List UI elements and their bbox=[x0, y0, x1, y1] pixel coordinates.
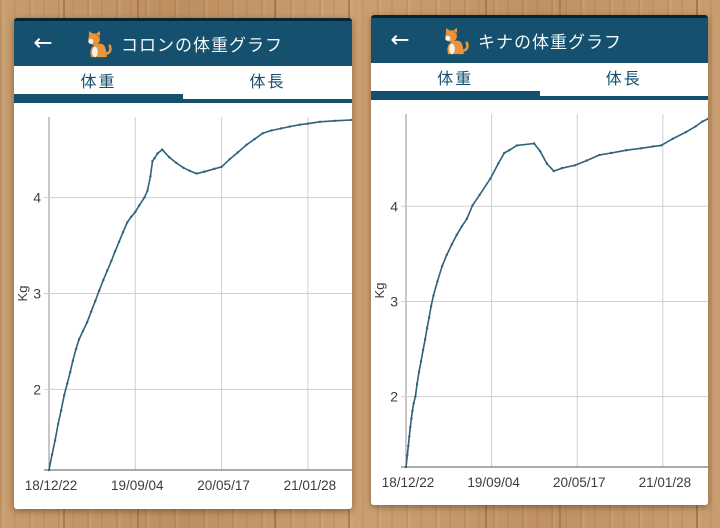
svg-text:3: 3 bbox=[390, 293, 398, 309]
tab-weight-label: 体重 bbox=[80, 74, 117, 91]
tab-bar: 体重 体長 bbox=[14, 66, 352, 94]
tab-length[interactable]: 体長 bbox=[540, 63, 709, 91]
svg-text:4: 4 bbox=[390, 198, 398, 214]
svg-text:2: 2 bbox=[390, 389, 398, 405]
cat-icon bbox=[84, 30, 112, 58]
tab-bar-underline bbox=[371, 96, 708, 100]
tab-indicator-row bbox=[371, 91, 708, 100]
tab-length-label: 体長 bbox=[605, 71, 642, 88]
svg-text:Kg: Kg bbox=[372, 283, 387, 299]
tab-length-label: 体長 bbox=[249, 74, 286, 91]
app-title: キナの体重グラフ bbox=[478, 33, 622, 52]
tab-bar-underline bbox=[14, 99, 352, 103]
app-screen-kina: ← キナの体重グラフ 体重 bbox=[371, 15, 708, 505]
svg-text:21/01/28: 21/01/28 bbox=[639, 475, 692, 490]
weight-chart-svg: 18/12/22 19/09/04 20/05/17 21/01/28 2 3 4 Kg bbox=[372, 114, 708, 490]
weight-chart: 18/12/22 19/09/04 20/05/17 21/01/28 2 3 4 Kg bbox=[371, 100, 708, 505]
weight-chart: 18/12/22 19/09/04 20/05/17 21/01/28 2 3 4 Kg bbox=[14, 103, 352, 509]
app-header: ← コロンの体重グラフ bbox=[14, 21, 352, 66]
status-bar bbox=[14, 18, 352, 21]
svg-text:2: 2 bbox=[33, 381, 41, 397]
selected-tab-indicator bbox=[371, 91, 540, 100]
back-button[interactable]: ← bbox=[26, 32, 60, 55]
svg-text:20/05/17: 20/05/17 bbox=[553, 475, 606, 490]
svg-text:Kg: Kg bbox=[15, 286, 30, 302]
svg-text:19/09/04: 19/09/04 bbox=[467, 475, 520, 490]
app-screen-colon: ← コロンの体重グラフ 体重 bbox=[14, 18, 352, 509]
back-arrow-icon: ← bbox=[33, 30, 53, 56]
svg-text:19/09/04: 19/09/04 bbox=[111, 478, 164, 493]
svg-text:18/12/22: 18/12/22 bbox=[382, 475, 435, 490]
svg-text:20/05/17: 20/05/17 bbox=[197, 478, 250, 493]
svg-text:4: 4 bbox=[33, 190, 41, 206]
back-arrow-icon: ← bbox=[390, 27, 410, 53]
app-title: コロンの体重グラフ bbox=[121, 36, 283, 55]
svg-text:3: 3 bbox=[33, 286, 41, 302]
tab-length[interactable]: 体長 bbox=[183, 66, 352, 94]
tab-weight[interactable]: 体重 bbox=[14, 66, 183, 94]
tab-weight[interactable]: 体重 bbox=[371, 63, 540, 91]
tab-indicator-row bbox=[14, 94, 352, 103]
back-button[interactable]: ← bbox=[383, 29, 417, 52]
tab-bar: 体重 体長 bbox=[371, 63, 708, 91]
selected-tab-indicator bbox=[14, 94, 183, 103]
svg-text:21/01/28: 21/01/28 bbox=[284, 478, 337, 493]
tab-weight-label: 体重 bbox=[437, 71, 474, 88]
app-header: ← キナの体重グラフ bbox=[371, 18, 708, 63]
cat-icon bbox=[441, 27, 469, 55]
svg-text:18/12/22: 18/12/22 bbox=[25, 478, 78, 493]
status-bar bbox=[371, 15, 708, 18]
weight-chart-svg: 18/12/22 19/09/04 20/05/17 21/01/28 2 3 4 Kg bbox=[15, 117, 352, 493]
